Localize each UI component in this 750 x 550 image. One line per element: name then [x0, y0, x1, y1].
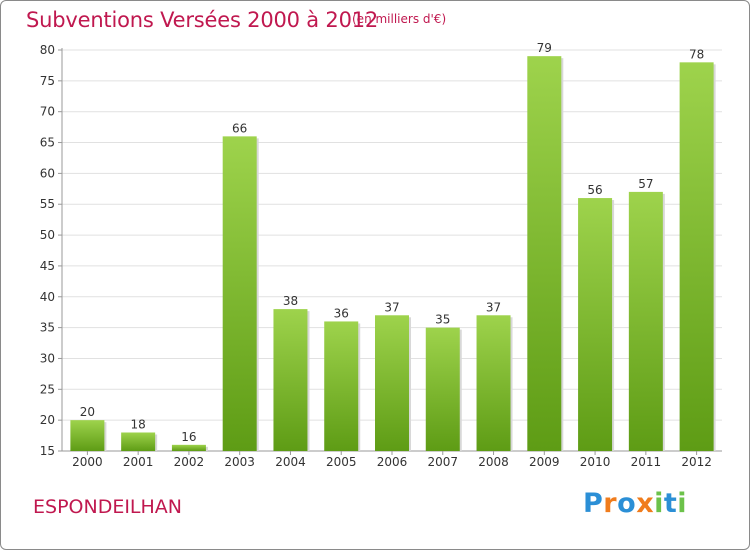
data-label: 18	[131, 417, 146, 431]
y-tick-label: 70	[40, 105, 55, 119]
data-label: 37	[384, 300, 399, 314]
data-label: 35	[435, 313, 450, 327]
y-tick-label: 55	[40, 197, 55, 211]
bar	[527, 56, 562, 452]
labels: 2000 20 2001 18 2002 16 2003 66 2004 38 2005 36 2006…	[72, 41, 712, 469]
x-tick-label: 2011	[631, 455, 662, 469]
chart-title: Subventions Versées 2000 à 2012	[26, 8, 379, 32]
x-tick-label: 2012	[681, 455, 712, 469]
x-tick-label: 2001	[123, 455, 154, 469]
data-label: 38	[283, 294, 298, 308]
y-tick-label: 15	[40, 444, 55, 458]
x-tick-label: 2003	[224, 455, 255, 469]
data-label: 36	[334, 306, 349, 320]
x-tick-label: 2002	[174, 455, 205, 469]
y-tick-label: 35	[40, 321, 55, 335]
logo-letter: i	[654, 488, 664, 519]
logo-letter: x	[636, 488, 655, 519]
x-tick-label: 2006	[377, 455, 408, 469]
x-tick-label: 2000	[72, 455, 103, 469]
x-tick-label: 2007	[427, 455, 458, 469]
proxiti-logo: Proxiti	[583, 488, 687, 519]
data-label: 66	[232, 121, 247, 135]
y-tick-label: 45	[40, 259, 55, 273]
bar	[425, 327, 460, 451]
bar	[679, 62, 714, 451]
data-label: 57	[638, 177, 653, 191]
y-tick-label: 20	[40, 413, 55, 427]
bar	[476, 315, 511, 451]
x-tick-label: 2004	[275, 455, 306, 469]
bar	[578, 198, 613, 451]
bar	[324, 321, 359, 451]
bar	[70, 420, 105, 451]
bar	[121, 432, 156, 451]
data-label: 20	[80, 405, 95, 419]
bar	[273, 309, 308, 451]
bar	[628, 191, 663, 451]
x-tick-label: 2009	[529, 455, 560, 469]
x-tick-label: 2010	[580, 455, 611, 469]
logo-letter: t	[663, 488, 678, 519]
y-tick-label: 40	[40, 290, 55, 304]
x-tick-label: 2008	[478, 455, 509, 469]
y-tick-label: 30	[40, 351, 55, 365]
data-label: 56	[587, 183, 602, 197]
y-tick-label: 25	[40, 382, 55, 396]
bar	[222, 136, 257, 451]
bar	[171, 444, 206, 451]
chart-subtitle: (en milliers d'€)	[352, 12, 447, 26]
data-label: 37	[486, 300, 501, 314]
data-label: 79	[537, 41, 552, 55]
y-tick-label: 50	[40, 228, 55, 242]
logo-letter: i	[677, 488, 688, 519]
x-tick-label: 2005	[326, 455, 357, 469]
y-tick-label: 75	[40, 74, 55, 88]
commune-name: ESPONDEILHAN	[33, 496, 183, 518]
bar	[375, 315, 409, 451]
data-label: 78	[689, 47, 704, 61]
y-tick-label: 65	[40, 136, 55, 150]
logo-letter: P	[583, 488, 604, 519]
data-label: 16	[181, 430, 196, 444]
y-tick-label: 80	[40, 43, 55, 57]
y-tick-label: 60	[40, 166, 55, 180]
bars	[70, 56, 716, 452]
logo-letter: r	[603, 488, 618, 519]
logo-letter: o	[617, 488, 637, 519]
